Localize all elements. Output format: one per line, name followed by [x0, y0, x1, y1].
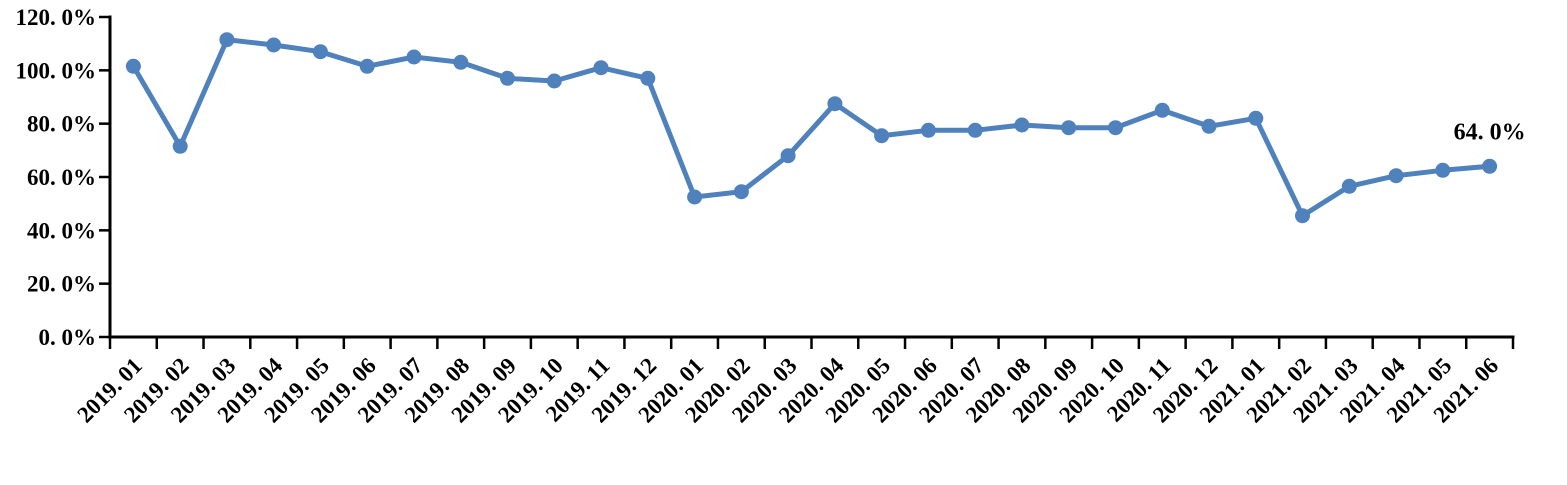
data-point — [125, 58, 141, 74]
data-point — [1201, 118, 1217, 134]
data-point — [359, 58, 375, 74]
data-point — [172, 138, 188, 154]
y-tick-label: 40. 0% — [27, 218, 96, 243]
data-series — [125, 32, 1498, 224]
data-point — [640, 70, 656, 86]
data-point — [546, 73, 562, 89]
data-point — [406, 49, 422, 65]
data-point — [312, 44, 328, 60]
data-point — [687, 189, 703, 205]
data-point — [780, 148, 796, 164]
data-point — [266, 37, 282, 53]
data-point — [733, 184, 749, 200]
y-tick-label: 60. 0% — [27, 165, 96, 190]
data-point — [1388, 168, 1404, 184]
data-point — [453, 54, 469, 70]
data-point — [500, 70, 515, 86]
y-tick-label: 80. 0% — [27, 112, 96, 137]
data-point — [1108, 120, 1123, 136]
data-point — [1435, 162, 1451, 178]
y-tick-label: 0. 0% — [39, 325, 97, 350]
data-point — [967, 122, 983, 138]
data-point — [1014, 117, 1030, 133]
y-axis: 0. 0% 20. 0% 40. 0% 60. 0% 80. 0% 100. 0% 120.… — [16, 5, 112, 350]
data-point — [1061, 120, 1077, 136]
data-point — [1154, 102, 1170, 118]
y-tick-label: 120. 0% — [16, 5, 97, 30]
data-point — [827, 96, 843, 112]
data-point — [1295, 208, 1310, 224]
data-point — [593, 60, 609, 76]
data-point — [1341, 178, 1357, 194]
data-point — [1482, 158, 1498, 174]
series-line — [130, 37, 1493, 219]
last-value-label: 64. 0% — [1454, 119, 1526, 145]
data-point — [874, 128, 890, 144]
data-point — [1248, 110, 1264, 126]
data-point — [219, 32, 235, 48]
y-tick-label: 20. 0% — [27, 272, 96, 297]
data-point — [920, 122, 936, 138]
y-tick-label: 100. 0% — [16, 58, 97, 83]
